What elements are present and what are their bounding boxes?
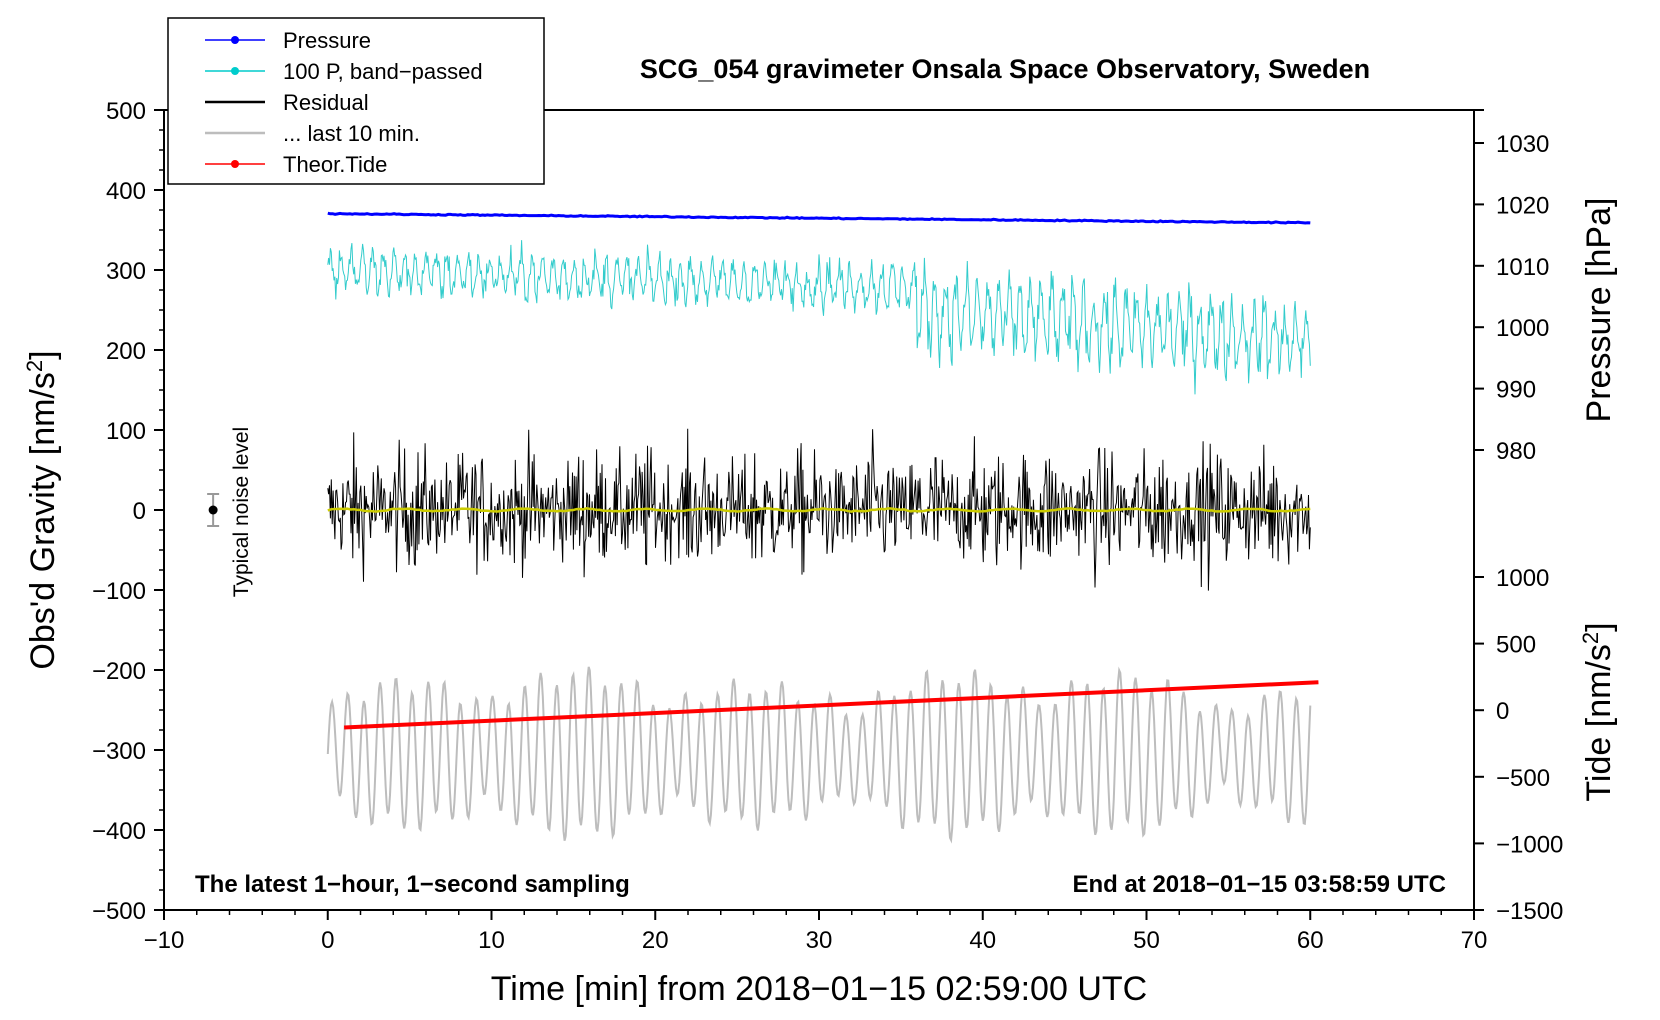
legend-label: Theor.Tide [283,152,387,177]
legend-label: Residual [283,90,369,115]
y-tick-label: 400 [106,178,146,205]
x-axis-ticks: −10 0 10 20 30 40 50 60 70 [144,910,1488,954]
pressure-tick-label: 990 [1496,377,1536,404]
pressure-tick-label: 1030 [1496,131,1549,158]
pressure-tick-label: 1020 [1496,192,1549,219]
residual-line [327,428,1311,591]
annotation-left: The latest 1−hour, 1−second sampling [195,871,630,898]
tide-line [344,680,1319,730]
y-tick-label: 500 [106,98,146,125]
legend-label: Pressure [283,28,371,53]
tide-tick-label: 1000 [1496,565,1549,592]
y-tick-label: 200 [106,338,146,365]
y-tick-label: 100 [106,418,146,445]
x-tick-label: 30 [806,927,833,954]
tide-tick-label: 500 [1496,632,1536,659]
tide-tick-label: 0 [1496,698,1509,725]
legend-swatch-marker [231,36,239,44]
legend: Pressure 100 P, band−passed Residual ... la… [167,17,545,185]
y-tick-label: 0 [133,498,146,525]
y-tick-label: −400 [92,818,146,845]
y-tick-label: 300 [106,258,146,285]
legend-swatch-marker [231,160,239,168]
x-tick-label: 10 [478,927,505,954]
tide-tick-label: −1000 [1496,831,1563,858]
x-tick-label: 50 [1133,927,1160,954]
x-tick-label: −10 [144,927,185,954]
x-tick-label: 20 [642,927,669,954]
x-tick-label: 40 [969,927,996,954]
tide-axis-ticks: 1000 500 0 −500 −1000 −1500 [1474,565,1563,925]
x-axis-title: Time [min] from 2018−01−15 02:59:00 UTC [491,970,1147,1008]
pressure-tick-label: 1010 [1496,254,1549,281]
y-axis-title: Obs'd Gravity [nm/s2] [22,350,62,669]
pressure-axis-title: Pressure [hPa] [1580,198,1618,423]
legend-label: 100 P, band−passed [283,59,483,84]
tide-axis-title: Tide [nm/s2] [1578,622,1618,801]
y-axis-ticks: 500 400 300 200 100 0 −100 −200 −300 −400 −500 [92,98,164,925]
residual-smoothed-line [327,507,1311,513]
y-tick-label: −200 [92,658,146,685]
chart-title: SCG_054 gravimeter Onsala Space Observat… [640,54,1370,84]
noise-point [208,505,218,515]
pressure-tick-label: 1000 [1496,315,1549,342]
pressure-line [327,211,1311,225]
legend-label: ... last 10 min. [283,121,420,146]
x-tick-label: 60 [1297,927,1324,954]
x-tick-label: 70 [1461,927,1488,954]
noise-label: Typical noise level [230,427,253,597]
x-tick-label: 0 [321,927,334,954]
y-tick-label: −300 [92,738,146,765]
last-10min-line [326,666,1312,844]
pressure-axis-ticks: 1030 1020 1010 1000 990 980 [1474,109,1549,465]
tide-tick-label: −500 [1496,765,1550,792]
bandpassed-pressure-line [327,240,1311,395]
legend-swatch-marker [231,67,239,75]
y-tick-label: −100 [92,578,146,605]
noise-level-marker: Typical noise level [207,427,253,597]
data-layer [326,211,1319,844]
y-tick-label: −500 [92,898,146,925]
pressure-tick-label: 980 [1496,438,1536,465]
tide-tick-label: −1500 [1496,898,1563,925]
annotation-right: End at 2018−01−15 03:58:59 UTC [1072,871,1446,898]
